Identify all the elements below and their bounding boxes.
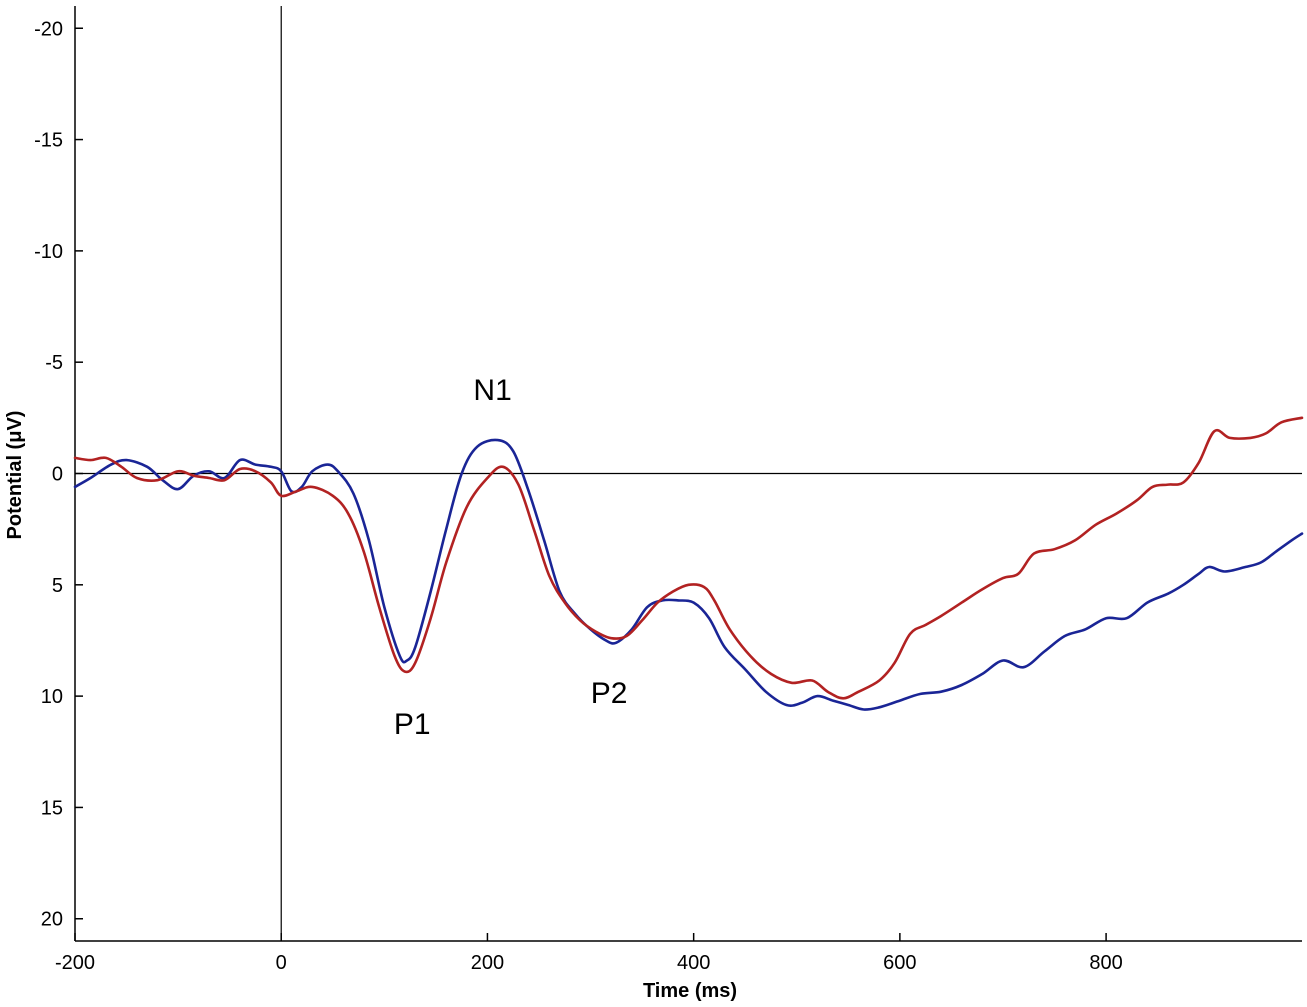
x-tick-label: 0 <box>276 952 287 974</box>
x-tick-label: -200 <box>55 952 95 974</box>
series-layer <box>73 416 1304 711</box>
y-axis-ticks: -20 -15 -10 -5 0 5 10 15 20 <box>34 18 83 931</box>
y-tick-label: 5 <box>52 575 63 597</box>
series-line-2 <box>73 416 1304 700</box>
x-tick-label: 200 <box>471 952 504 974</box>
annotation-n1: N1 <box>473 374 511 407</box>
x-tick-label: 800 <box>1089 952 1122 974</box>
y-tick-label: -20 <box>34 18 63 40</box>
y-tick-label: 20 <box>41 909 63 931</box>
y-tick-label: -10 <box>34 241 63 263</box>
series-line-1 <box>73 438 1304 711</box>
y-tick-label: 0 <box>52 464 63 486</box>
x-tick-label: 600 <box>883 952 916 974</box>
x-axis-ticks: -200 0 200 400 600 800 <box>55 933 1123 974</box>
y-tick-label: -5 <box>45 352 63 374</box>
y-tick-label: -15 <box>34 130 63 152</box>
x-axis-label: Time (ms) <box>643 980 737 1002</box>
y-axis-label: Potential (μV) <box>4 411 26 540</box>
y-tick-label: 10 <box>41 686 63 708</box>
annotation-p1: P1 <box>394 708 431 741</box>
y-tick-label: 15 <box>41 797 63 819</box>
annotation-p2: P2 <box>591 677 628 710</box>
x-tick-label: 400 <box>677 952 710 974</box>
peak-annotations: N1 P1 P2 <box>394 374 628 741</box>
